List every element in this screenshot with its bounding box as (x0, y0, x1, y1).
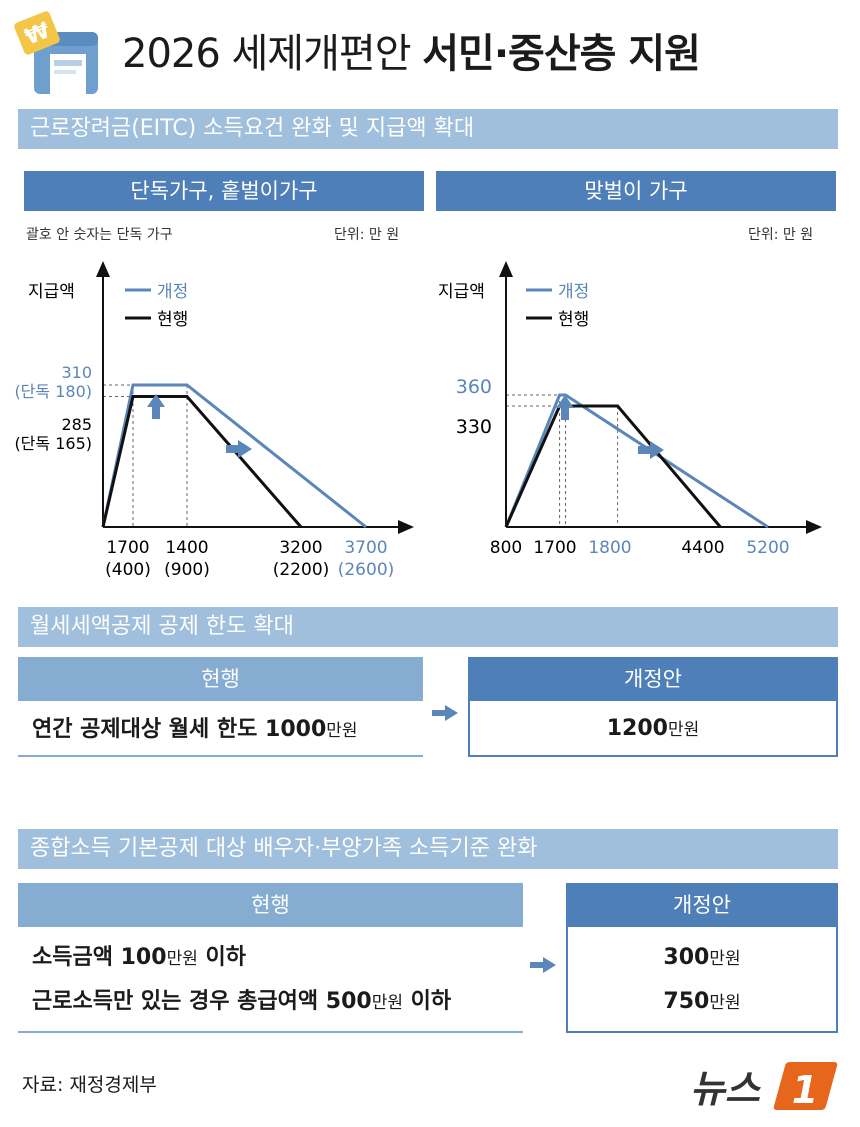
up-arrow-icon (556, 395, 574, 420)
comprehensive-current-header: 현행 (18, 883, 523, 927)
series-line-current (504, 404, 722, 528)
legend-label-current: 현행 (157, 310, 188, 330)
x-tick-label: 1700 (533, 538, 576, 558)
x-tick-label: 1800 (588, 538, 631, 558)
x-tick-label: 3200 (279, 538, 322, 558)
rent-revised-amount: 1200 (606, 716, 668, 741)
y-tick-sublabel: (단독 180) (14, 382, 92, 401)
right-arrow-icon (638, 441, 664, 459)
y-axis-arrowhead (499, 261, 513, 277)
criteria-suffix: 이하 (402, 989, 452, 1014)
x-tick-sublabel: (2600) (338, 560, 395, 580)
criteria-row: 근로소득만 있는 경우 총급여액 500만원 이하 (32, 979, 523, 1023)
x-axis-arrowhead (806, 520, 822, 534)
source-credit: 자료: 재정경제부 (22, 1074, 157, 1096)
comprehensive-revised-body: 300만원 750만원 (566, 927, 838, 1033)
x-tick-label: 4400 (681, 538, 724, 558)
legend-label-revised: 개정 (558, 282, 589, 302)
revised-amount: 750 (663, 989, 710, 1014)
rent-current-body: 연간 공제대상 월세 한도 1000만원 (18, 701, 423, 757)
guide-lines (103, 384, 188, 527)
comprehensive-revised-header: 개정안 (566, 883, 838, 927)
unit-label: 만원 (326, 721, 358, 741)
page-title: 2026 세제개편안 서민·중산층 지원 (122, 30, 701, 78)
rent-current-text: 연간 공제대상 월세 한도 (32, 717, 266, 742)
legend-label-revised: 개정 (157, 282, 188, 302)
eitc-single-chart: 지급액 개정 현행 310 (단독 180) 285 (단독 165) 1700… (14, 261, 414, 580)
up-arrow-icon (147, 394, 165, 419)
title-light: 2026 세제개편안 (122, 31, 412, 77)
comprehensive-current-body: 소득금액 100만원 이하 근로소득만 있는 경우 총급여액 500만원 이하 (18, 927, 523, 1033)
criteria-amount: 100 (120, 945, 167, 970)
title-bold: 서민·중산층 지원 (422, 31, 701, 77)
y-tick-sublabel: (단독 165) (14, 434, 92, 453)
x-tick-sublabel: (900) (164, 560, 210, 580)
unit-label: 만원 (709, 993, 741, 1013)
x-tick-label: 3700 (344, 538, 387, 558)
criteria-row: 소득금액 100만원 이하 (32, 935, 523, 979)
criteria-amount: 500 (325, 989, 372, 1014)
right-arrow-icon (530, 957, 556, 973)
y-tick-label: 360 (456, 376, 492, 398)
criteria-text: 소득금액 (32, 945, 121, 970)
y-tick-label: 310 (61, 363, 92, 382)
revised-row: 750만원 (568, 979, 836, 1023)
rent-current-header: 현행 (18, 657, 423, 701)
news1-logo: 뉴스 1 (690, 1062, 838, 1112)
x-tick-label: 1400 (165, 538, 208, 558)
series-line-current (101, 395, 303, 528)
revised-amount: 300 (663, 945, 710, 970)
y-tick-label: 330 (456, 416, 492, 438)
y-axis-label: 지급액 (438, 282, 485, 302)
unit-note-single: 단위: 만 원 (334, 227, 400, 243)
single-household-header: 단독가구, 홑벌이가구 (24, 171, 424, 211)
criteria-text: 근로소득만 있는 경우 총급여액 (32, 989, 326, 1014)
y-axis-label: 지급액 (28, 282, 75, 302)
rent-revised-body: 1200만원 (468, 701, 838, 757)
guide-lines (506, 394, 619, 527)
x-tick-label: 5200 (746, 538, 789, 558)
y-tick-label: 285 (61, 415, 92, 434)
rent-current-amount: 1000 (265, 717, 327, 742)
right-arrow-icon (226, 440, 252, 458)
revised-row: 300만원 (568, 935, 836, 979)
x-tick-sublabel: (2200) (273, 560, 330, 580)
x-tick-label: 1700 (106, 538, 149, 558)
rent-section-band: 월세세액공제 공제 한도 확대 (18, 607, 838, 647)
rent-revised-header: 개정안 (468, 657, 838, 701)
series-line-revised (101, 383, 367, 529)
right-arrow-icon (432, 705, 458, 721)
unit-label: 만원 (371, 993, 403, 1013)
tax-coin-building-icon: ₩ (14, 11, 98, 94)
criteria-suffix: 이하 (197, 945, 246, 970)
unit-note-dual: 단위: 만 원 (748, 227, 814, 243)
eitc-dual-chart: 지급액 개정 현행 360 330 800 1700 1800 4400 520… (438, 261, 822, 558)
dual-household-header: 맞벌이 가구 (436, 171, 836, 211)
unit-label: 만원 (667, 720, 700, 740)
y-axis-arrowhead (96, 261, 110, 277)
parenthesis-note: 괄호 안 숫자는 단독 가구 (26, 227, 173, 243)
unit-label: 만원 (709, 949, 741, 969)
unit-label: 만원 (166, 949, 198, 969)
logo-text: 뉴스 (690, 1067, 762, 1111)
x-axis-arrowhead (398, 520, 414, 534)
eitc-section-band: 근로장려금(EITC) 소득요건 완화 및 지급액 확대 (18, 109, 838, 149)
series-line-revised (504, 393, 769, 529)
x-tick-sublabel: (400) (105, 560, 151, 580)
comprehensive-section-band: 종합소득 기본공제 대상 배우자·부양가족 소득기준 완화 (18, 829, 838, 869)
legend-label-current: 현행 (558, 310, 589, 330)
logo-number: 1 (792, 1068, 818, 1112)
logo-badge (773, 1062, 838, 1110)
x-tick-label: 800 (490, 538, 522, 558)
